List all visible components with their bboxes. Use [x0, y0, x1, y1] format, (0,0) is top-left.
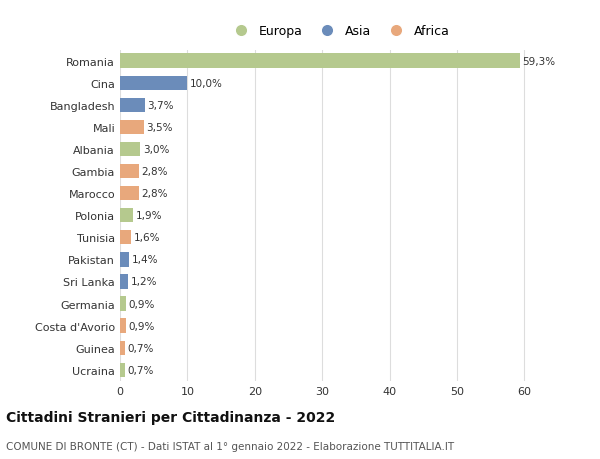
Bar: [120, 319, 126, 333]
Text: 3,7%: 3,7%: [148, 101, 174, 111]
Text: COMUNE DI BRONTE (CT) - Dati ISTAT al 1° gennaio 2022 - Elaborazione TUTTITALIA.: COMUNE DI BRONTE (CT) - Dati ISTAT al 1°…: [6, 441, 454, 451]
Bar: [120, 54, 520, 69]
Text: 2,8%: 2,8%: [142, 189, 168, 199]
Text: 0,9%: 0,9%: [129, 299, 155, 309]
Text: 0,9%: 0,9%: [129, 321, 155, 331]
Text: 1,4%: 1,4%: [132, 255, 158, 265]
Text: 3,0%: 3,0%: [143, 145, 169, 155]
Bar: [120, 120, 143, 135]
Text: 59,3%: 59,3%: [522, 56, 556, 67]
Bar: [120, 164, 139, 179]
Bar: [120, 341, 125, 355]
Bar: [120, 274, 128, 289]
Bar: [120, 230, 131, 245]
Bar: [120, 208, 133, 223]
Bar: [120, 186, 139, 201]
Text: 3,5%: 3,5%: [146, 123, 173, 133]
Text: 0,7%: 0,7%: [127, 365, 154, 375]
Text: 0,7%: 0,7%: [127, 343, 154, 353]
Bar: [120, 142, 140, 157]
Text: Cittadini Stranieri per Cittadinanza - 2022: Cittadini Stranieri per Cittadinanza - 2…: [6, 411, 335, 425]
Text: 10,0%: 10,0%: [190, 78, 223, 89]
Text: 1,9%: 1,9%: [136, 211, 162, 221]
Text: 1,6%: 1,6%: [133, 233, 160, 243]
Text: 2,8%: 2,8%: [142, 167, 168, 177]
Bar: [120, 363, 125, 377]
Bar: [120, 252, 130, 267]
Bar: [120, 98, 145, 113]
Legend: Europa, Asia, Africa: Europa, Asia, Africa: [223, 20, 455, 43]
Text: 1,2%: 1,2%: [131, 277, 157, 287]
Bar: [120, 297, 126, 311]
Bar: [120, 76, 187, 91]
